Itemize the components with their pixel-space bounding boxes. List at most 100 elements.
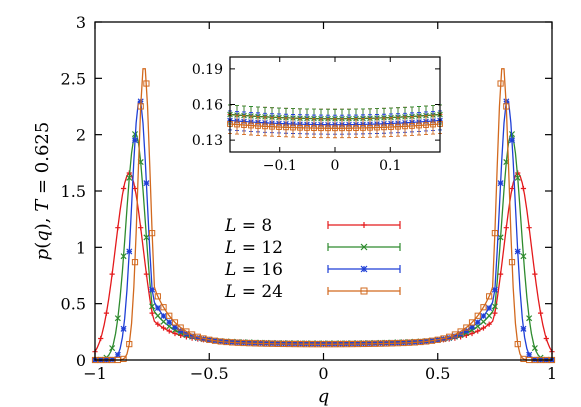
- data-point: [463, 327, 470, 334]
- error-bar: [368, 117, 372, 138]
- error-bar: [417, 115, 421, 136]
- data-point: [126, 248, 133, 255]
- x-tick-label: −1: [83, 364, 107, 383]
- data-point: [120, 253, 127, 260]
- data-point: [137, 103, 144, 110]
- x-tick-label: 0.5: [425, 364, 450, 383]
- data-point: [486, 305, 493, 312]
- data-point: [354, 340, 361, 348]
- data-point: [503, 103, 510, 110]
- data-point: [508, 259, 516, 266]
- inset-point: [241, 122, 247, 128]
- inset-point: [416, 122, 422, 129]
- data-point: [132, 185, 138, 192]
- error-bar: [396, 116, 400, 137]
- data-point: [138, 225, 144, 231]
- inset-point: [409, 123, 415, 129]
- legend-label: L = 12: [224, 238, 283, 258]
- data-point: [160, 312, 167, 319]
- y-tick-label: 0.5: [61, 295, 86, 314]
- data-point: [337, 341, 344, 348]
- y-tick-label: 2.5: [61, 69, 86, 88]
- data-point: [160, 325, 167, 331]
- data-point: [308, 341, 316, 348]
- x-axis-label: q: [318, 386, 330, 407]
- data-point: [154, 305, 161, 312]
- data-point: [423, 338, 430, 345]
- data-point: [314, 341, 321, 348]
- data-point: [257, 340, 264, 347]
- inset-point: [262, 123, 268, 130]
- inset-point: [395, 123, 401, 130]
- data-point: [520, 185, 527, 192]
- inset-point: [381, 124, 387, 131]
- data-point: [131, 259, 139, 266]
- data-point: [446, 333, 453, 340]
- error-bar: [270, 116, 274, 137]
- data-point: [480, 325, 487, 331]
- legend-label: L = 24: [224, 282, 283, 302]
- inset-x-tick-label: 0: [331, 158, 340, 174]
- inset-point: [283, 124, 289, 131]
- data-point: [126, 341, 133, 348]
- data-point: [474, 312, 481, 319]
- data-point: [526, 351, 533, 358]
- data-point: [149, 230, 156, 237]
- data-point: [480, 304, 487, 311]
- data-point: [143, 234, 150, 241]
- inset-point: [430, 121, 436, 128]
- data-point: [223, 338, 230, 346]
- error-bar: [354, 118, 358, 139]
- data-point: [131, 137, 139, 144]
- data-point: [497, 234, 504, 241]
- data-point: [469, 330, 475, 337]
- data-point: [246, 340, 253, 347]
- data-point: [160, 318, 167, 325]
- inset-point: [360, 125, 366, 131]
- data-point: [166, 328, 172, 334]
- data-point: [343, 341, 350, 348]
- legend-label: L = 16: [224, 260, 283, 280]
- legend-label: L = 8: [224, 216, 272, 236]
- data-point: [172, 330, 178, 337]
- data-point: [114, 315, 121, 322]
- inset-point: [304, 125, 310, 131]
- error-bar: [242, 115, 246, 135]
- error-bar: [312, 118, 316, 139]
- data-point: [331, 341, 339, 348]
- data-point: [383, 340, 390, 347]
- data-point: [229, 339, 236, 346]
- error-bar: [431, 114, 435, 135]
- inset-y-tick-label: 0.19: [192, 62, 223, 78]
- data-point: [503, 225, 509, 231]
- data-point: [280, 340, 287, 348]
- data-point: [366, 340, 373, 347]
- inset-point: [339, 125, 345, 132]
- data-point: [537, 310, 544, 316]
- data-point: [143, 180, 150, 187]
- x-tick-label: −0.5: [190, 364, 229, 383]
- data-point: [149, 303, 156, 310]
- data-point: [497, 80, 504, 87]
- legend-marker: [360, 243, 368, 251]
- data-point: [291, 340, 299, 348]
- error-bar: [284, 117, 288, 138]
- data-point: [149, 310, 155, 316]
- data-point: [520, 253, 527, 260]
- data-point: [194, 333, 201, 340]
- data-point: [206, 336, 213, 343]
- data-point: [103, 310, 110, 316]
- data-point: [171, 324, 178, 331]
- data-point: [417, 338, 424, 346]
- inset-point: [311, 125, 317, 131]
- inset-point: [234, 121, 240, 128]
- data-point: [360, 340, 367, 348]
- y-tick-label: 0: [76, 351, 86, 370]
- data-point: [251, 340, 259, 347]
- inset-point: [318, 125, 324, 132]
- error-bar: [375, 117, 379, 138]
- data-point: [120, 185, 127, 192]
- data-point: [520, 355, 527, 363]
- y-tick-label: 2: [76, 126, 86, 145]
- data-point: [120, 355, 127, 363]
